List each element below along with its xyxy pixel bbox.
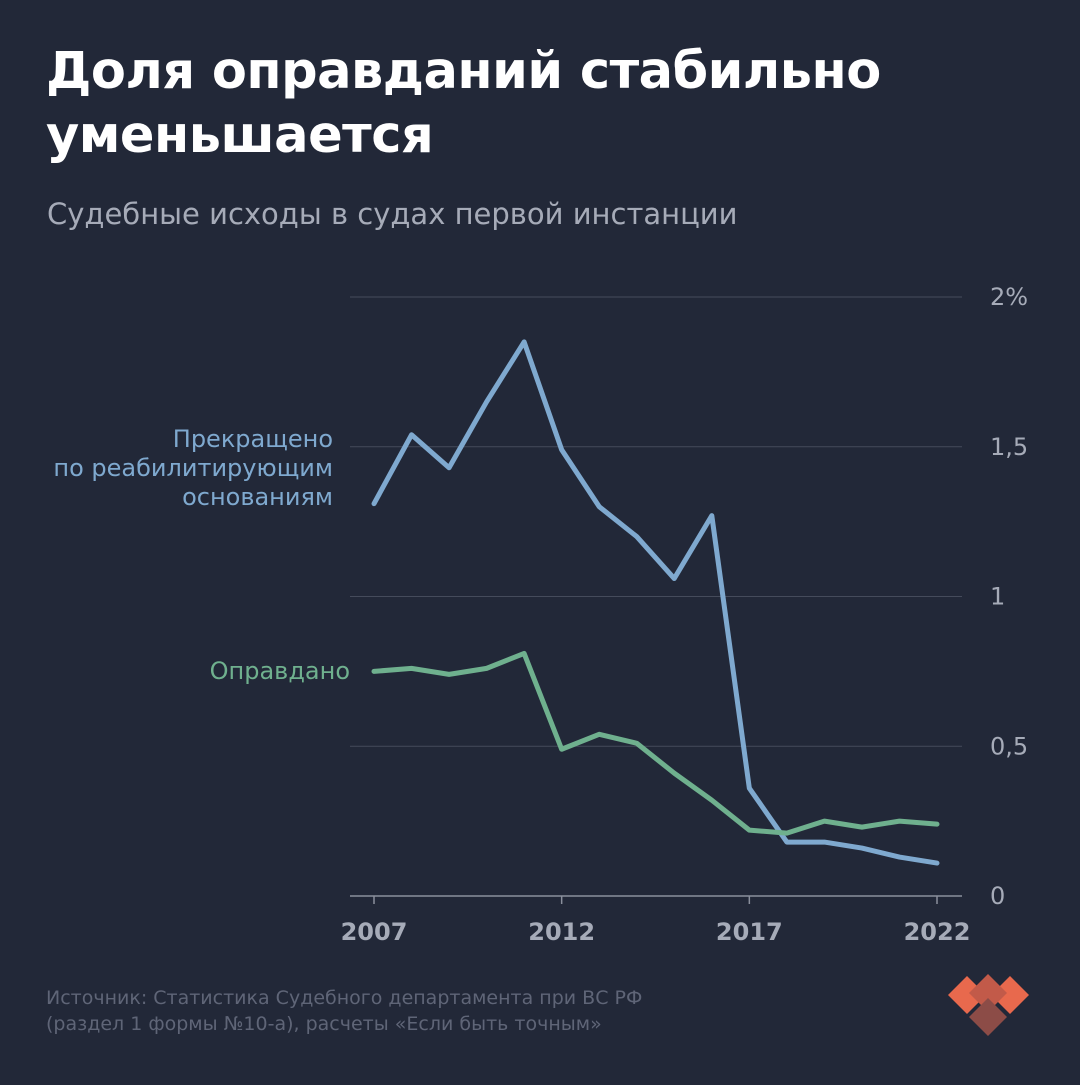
source-note: Источник: Статистика Судебного департаме…: [46, 985, 866, 1037]
x-tick-label: 2017: [716, 918, 783, 946]
y-tick-label: 0: [990, 882, 1005, 910]
y-tick-label: 1,5: [990, 433, 1028, 461]
series-label-rehab: по реабилитирующим: [53, 454, 333, 482]
logo-diamond-top: [969, 974, 1007, 1012]
title-line-1: Доля оправданий стабильно: [46, 42, 881, 101]
source-line-2: (раздел 1 формы №10-а), расчеты «Если бы…: [46, 1013, 602, 1035]
logo-diamond-right: [991, 976, 1029, 1014]
x-tick-label: 2007: [341, 918, 408, 946]
chart-subtitle: Судебные исходы в судах первой инстанции: [47, 197, 738, 231]
series-label-rehab: основаниям: [182, 483, 333, 511]
chart-title: Доля оправданий стабильно уменьшается: [46, 40, 1026, 168]
title-line-2: уменьшается: [46, 106, 434, 165]
y-tick-label: 0,5: [990, 732, 1028, 760]
y-tick-label: 2%: [990, 283, 1028, 311]
y-tick-label: 1: [990, 583, 1005, 611]
series-label-acquitted: Оправдано: [210, 657, 350, 685]
logo-diamond-bottom: [969, 998, 1007, 1036]
series-line-acquitted: [371, 650, 940, 836]
x-tick-label: 2012: [528, 918, 595, 946]
series-line-rehab: [371, 339, 940, 866]
esli-byt-tochnym-logo-icon: [948, 974, 1029, 1036]
series-label-rehab: Прекращено: [173, 425, 333, 453]
x-tick-label: 2022: [904, 918, 971, 946]
source-line-1: Источник: Статистика Судебного департаме…: [46, 987, 643, 1009]
